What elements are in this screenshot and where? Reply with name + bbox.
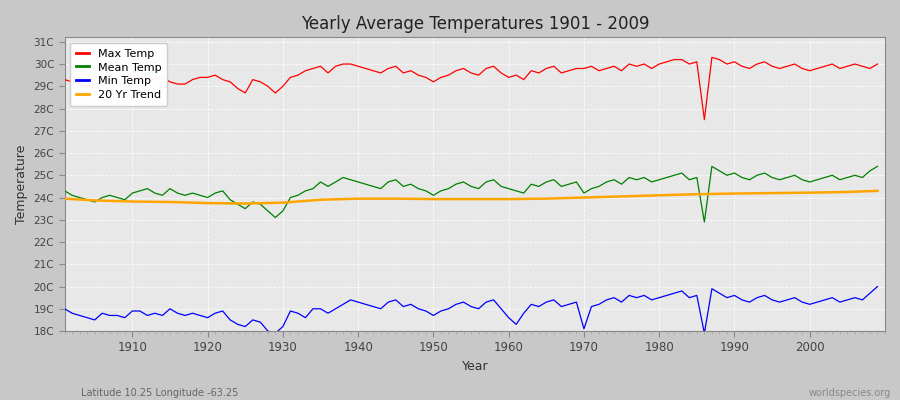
Legend: Max Temp, Mean Temp, Min Temp, 20 Yr Trend: Max Temp, Mean Temp, Min Temp, 20 Yr Tre… xyxy=(70,43,167,106)
Title: Yearly Average Temperatures 1901 - 2009: Yearly Average Temperatures 1901 - 2009 xyxy=(301,15,649,33)
Text: Latitude 10.25 Longitude -63.25: Latitude 10.25 Longitude -63.25 xyxy=(81,388,239,398)
X-axis label: Year: Year xyxy=(462,360,488,373)
Y-axis label: Temperature: Temperature xyxy=(15,144,28,224)
Text: worldspecies.org: worldspecies.org xyxy=(809,388,891,398)
